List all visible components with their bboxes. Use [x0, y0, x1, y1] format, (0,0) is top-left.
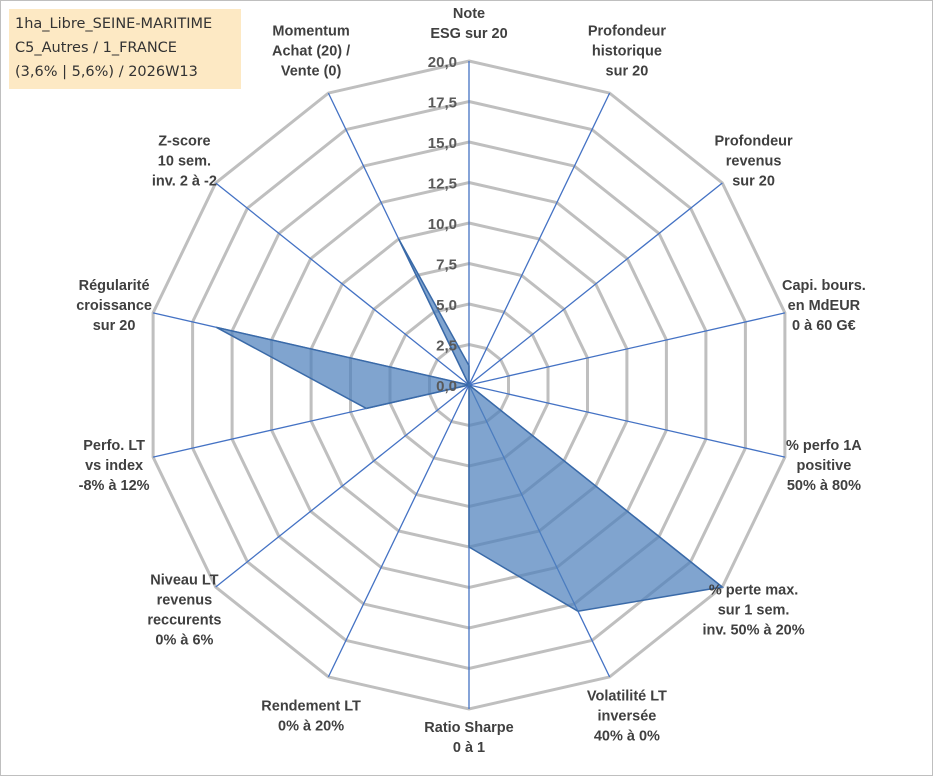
tick-label-8: 20,0 [428, 54, 457, 71]
spoke-9 [215, 384, 470, 588]
tick-label-2: 5,0 [436, 297, 457, 314]
data-point-0 [468, 365, 470, 367]
data-point-13 [398, 238, 400, 240]
axis-label-1: Profondeur historique sur 20 [588, 24, 666, 80]
data-point-7 [468, 546, 470, 548]
info-line-2: C5_Autres / 1_FRANCE [15, 40, 177, 56]
axis-label-4: % perfo 1A positive 50% à 80% [786, 438, 862, 494]
data-point-5 [721, 586, 723, 588]
axis-label-3: Capi. bours. en MdEUR 0 à 60 G€ [782, 278, 866, 334]
tick-labels: 0,0 2,5 5,0 7,5 10,0 12,5 15,0 17,5 20,0 [428, 54, 457, 395]
tick-label-6: 15,0 [428, 135, 457, 152]
axis-label-5: % perte max. sur 1 sem. inv. 50% à 20% [703, 583, 805, 639]
axis-label-10: Perfo. LT vs index -8% à 12% [79, 438, 150, 494]
axis-label-8: Rendement LT 0% à 20% [261, 698, 361, 734]
data-point-10 [365, 407, 367, 409]
axis-label-2: Profondeur revenus sur 20 [715, 134, 793, 190]
tick-label-5: 12,5 [428, 176, 457, 193]
axis-label-12: Z-score 10 sem. inv. 2 à -2 [152, 134, 217, 190]
spoke-2 [468, 182, 723, 386]
spoke-12 [215, 182, 470, 386]
axis-labels: Note ESG sur 20 Profondeur historique sur 20… [76, 6, 866, 756]
tick-label-4: 10,0 [428, 216, 457, 233]
info-line-1: 1ha_Libre_SEINE-MARITIME [15, 16, 213, 32]
tick-label-0: 0,0 [436, 378, 457, 395]
axis-label-0: Note ESG sur 20 [430, 6, 507, 42]
axis-label-11: Régularité croissance sur 20 [76, 278, 152, 334]
spoke-4 [468, 384, 786, 458]
spoke-8 [327, 384, 470, 678]
data-point-11 [215, 326, 217, 328]
axis-label-6: Volatilité LT inversée 40% à 0% [587, 688, 667, 744]
axis-label-9: Niveau LT revenus reccurents 0% à 6% [147, 573, 221, 649]
spoke-1 [468, 92, 611, 386]
info-box: 1ha_Libre_SEINE-MARITIME C5_Autres / 1_F… [9, 9, 241, 89]
tick-label-1: 2,5 [436, 338, 457, 355]
axis-label-7: Ratio Sharpe 0 à 1 [424, 720, 513, 756]
tick-label-3: 7,5 [436, 257, 457, 274]
spoke-3 [468, 312, 786, 386]
info-line-3: (3,6% | 5,6%) / 2026W13 [15, 64, 198, 80]
data-point-6 [577, 610, 579, 612]
data-point-12 [468, 384, 470, 386]
tick-label-7: 17,5 [428, 95, 457, 112]
axis-label-13: Momentum Achat (20) / Vente (0) [272, 24, 350, 80]
